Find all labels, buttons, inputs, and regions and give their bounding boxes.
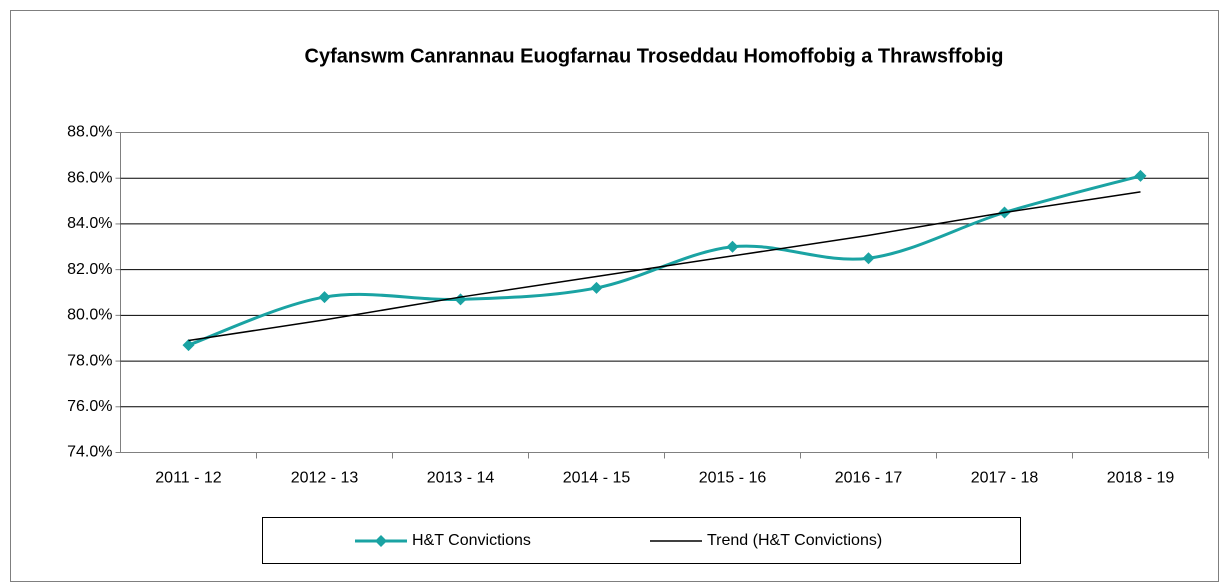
x-tick-label: 2017 - 18 xyxy=(971,470,1039,487)
x-tick-label: 2013 - 14 xyxy=(427,470,495,487)
y-tick-label: 88.0% xyxy=(67,124,112,141)
x-tick-label: 2015 - 16 xyxy=(699,470,767,487)
x-tick-label: 2012 - 13 xyxy=(291,470,359,487)
legend-marker xyxy=(375,535,387,547)
y-tick-label: 78.0% xyxy=(67,352,112,369)
marker xyxy=(318,291,331,304)
marker xyxy=(1134,169,1147,182)
marker xyxy=(182,339,195,352)
y-tick-label: 74.0% xyxy=(67,444,112,461)
x-tick-label: 2018 - 19 xyxy=(1107,470,1175,487)
plot-area xyxy=(120,132,1209,453)
y-tick-label: 80.0% xyxy=(67,307,112,324)
y-tick-label: 84.0% xyxy=(67,215,112,232)
y-tick-label: 76.0% xyxy=(67,398,112,415)
x-tick-label: 2014 - 15 xyxy=(563,470,631,487)
marker xyxy=(726,240,739,253)
chart-title: Cyfanswm Canrannau Euogfarnau Troseddau … xyxy=(305,45,1004,67)
marker xyxy=(590,281,603,294)
series-line xyxy=(188,191,1141,342)
legend-label: H&T Convictions xyxy=(412,532,531,549)
y-tick-label: 86.0% xyxy=(67,169,112,186)
marker xyxy=(862,252,875,265)
x-tick-label: 2016 - 17 xyxy=(835,470,903,487)
y-tick-label: 82.0% xyxy=(67,261,112,278)
legend-label: Trend (H&T Convictions) xyxy=(707,532,882,549)
x-tick-label: 2011 - 12 xyxy=(155,470,222,487)
